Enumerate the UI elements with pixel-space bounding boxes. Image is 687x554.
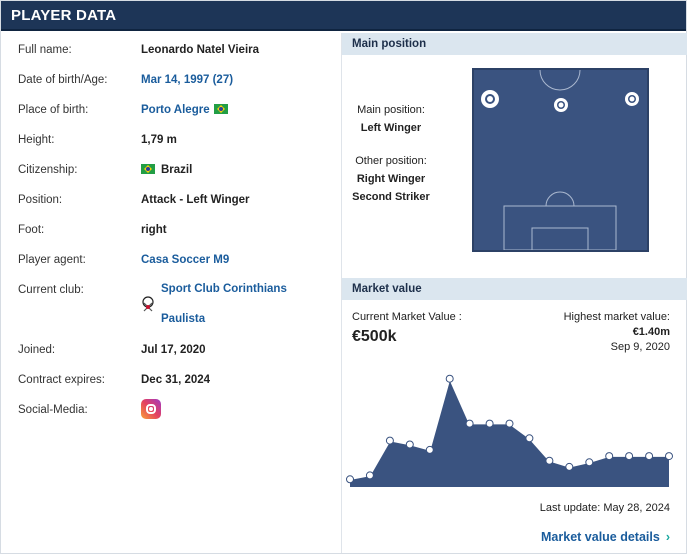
instagram-icon[interactable] — [141, 399, 161, 419]
row-foot: Foot: right — [1, 215, 341, 245]
panel-header: PLAYER DATA — [1, 1, 686, 31]
position-pitch — [472, 68, 649, 252]
row-birth: Date of birth/Age: Mar 14, 1997 (27) — [1, 65, 341, 95]
league-link[interactable]: Paulista — [161, 313, 206, 325]
highest-value-date: Sep 9, 2020 — [610, 341, 670, 353]
chart-point[interactable] — [346, 475, 354, 484]
main-position-label: Main position: — [357, 104, 425, 116]
social-label: Social-Media: — [18, 404, 88, 416]
height-label: Height: — [18, 134, 55, 146]
citizenship-label: Citizenship: — [18, 164, 78, 176]
full-name-label: Full name: — [18, 44, 72, 56]
other-position-2: Second Striker — [352, 191, 430, 203]
main-position-header: Main position — [342, 33, 687, 55]
second-striker-marker — [554, 98, 568, 112]
row-current-club: Current club: — [1, 275, 341, 305]
chart-point[interactable] — [385, 436, 394, 445]
row-citizenship: Citizenship: Brazil — [1, 155, 341, 185]
current-value-label: Current Market Value : — [352, 311, 462, 323]
column-divider — [341, 33, 342, 553]
details-link-text: Market value details — [541, 530, 660, 544]
citizenship-value: Brazil — [141, 164, 192, 176]
main-position-title: Main position — [352, 38, 427, 50]
chart-point[interactable] — [665, 452, 673, 461]
place-of-birth-link[interactable]: Porto Alegre — [141, 104, 210, 116]
chart-point[interactable] — [585, 458, 594, 467]
joined-label: Joined: — [18, 344, 56, 356]
chart-point[interactable] — [525, 434, 534, 443]
chart-point[interactable] — [545, 456, 554, 465]
pitch-lines — [481, 69, 639, 251]
chevron-right-icon: › — [665, 530, 670, 544]
row-height: Height: 1,79 m — [1, 125, 341, 155]
chart-point[interactable] — [465, 419, 474, 428]
foot-label: Foot: — [18, 224, 45, 236]
main-position-value: Left Winger — [360, 122, 422, 134]
brazil-flag-icon — [141, 164, 155, 174]
brazil-flag-icon — [213, 104, 228, 114]
row-social: Social-Media: — [1, 395, 341, 425]
right-column: Main position Main position: Left Winger… — [342, 33, 687, 553]
row-full-name: Full name: Leonardo Natel Vieira — [1, 35, 341, 65]
other-position-label: Other position: — [355, 155, 427, 167]
row-contract: Contract expires: Dec 31, 2024 — [1, 365, 341, 395]
position-value: Attack - Left Winger — [141, 194, 250, 206]
row-agent: Player agent: Casa Soccer M9 — [1, 245, 341, 275]
height-value: 1,79 m — [141, 134, 177, 146]
chart-point[interactable] — [505, 419, 514, 428]
chart-point[interactable] — [485, 419, 494, 428]
highest-value-label: Highest market value: — [563, 311, 670, 323]
other-position-1: Right Winger — [356, 173, 426, 185]
chart-point[interactable] — [445, 374, 454, 383]
market-value-details-link[interactable]: Market value details › — [541, 530, 670, 544]
row-place-of-birth: Place of birth: Porto Alegre — [1, 95, 341, 125]
foot-value: right — [141, 224, 167, 236]
row-position: Position: Attack - Left Winger — [1, 185, 341, 215]
last-update: Last update: May 28, 2024 — [539, 502, 670, 514]
corinthians-crest-icon[interactable] — [141, 295, 155, 315]
row-joined: Joined: Jul 17, 2020 — [1, 335, 341, 365]
place-of-birth-value: Porto Alegre — [141, 104, 228, 116]
contract-value: Dec 31, 2024 — [141, 374, 211, 386]
current-value: €500k — [352, 328, 397, 345]
agent-label: Player agent: — [18, 254, 86, 266]
panel-title: PLAYER DATA — [11, 7, 117, 24]
place-of-birth-label: Place of birth: — [18, 104, 89, 116]
joined-value: Jul 17, 2020 — [141, 344, 206, 356]
birth-date-link[interactable]: Mar 14, 1997 (27) — [141, 74, 234, 86]
chart-point[interactable] — [625, 452, 634, 461]
club-link[interactable]: Sport Club Corinthians — [161, 283, 287, 295]
main-position-marker — [481, 90, 499, 108]
chart-point[interactable] — [365, 471, 374, 480]
market-value-header: Market value — [342, 278, 687, 300]
position-label: Position: — [18, 194, 63, 206]
contract-label: Contract expires: — [18, 374, 105, 386]
right-winger-marker — [625, 92, 639, 106]
chart-point[interactable] — [565, 462, 574, 471]
chart-point[interactable] — [605, 452, 614, 461]
market-value-title: Market value — [352, 283, 422, 295]
chart-point[interactable] — [405, 440, 414, 449]
highest-value: €1.40m — [632, 326, 670, 338]
full-name-value: Leonardo Natel Vieira — [141, 44, 260, 56]
agent-link[interactable]: Casa Soccer M9 — [141, 254, 230, 266]
market-value-chart[interactable] — [342, 359, 687, 499]
chart-area — [350, 378, 669, 487]
current-club-label: Current club: — [18, 284, 84, 296]
chart-point[interactable] — [645, 452, 654, 461]
citizenship-text: Brazil — [161, 164, 193, 176]
birth-label: Date of birth/Age: — [18, 74, 108, 86]
chart-point[interactable] — [425, 445, 434, 454]
player-info: Full name: Leonardo Natel Vieira Date of… — [1, 33, 341, 553]
